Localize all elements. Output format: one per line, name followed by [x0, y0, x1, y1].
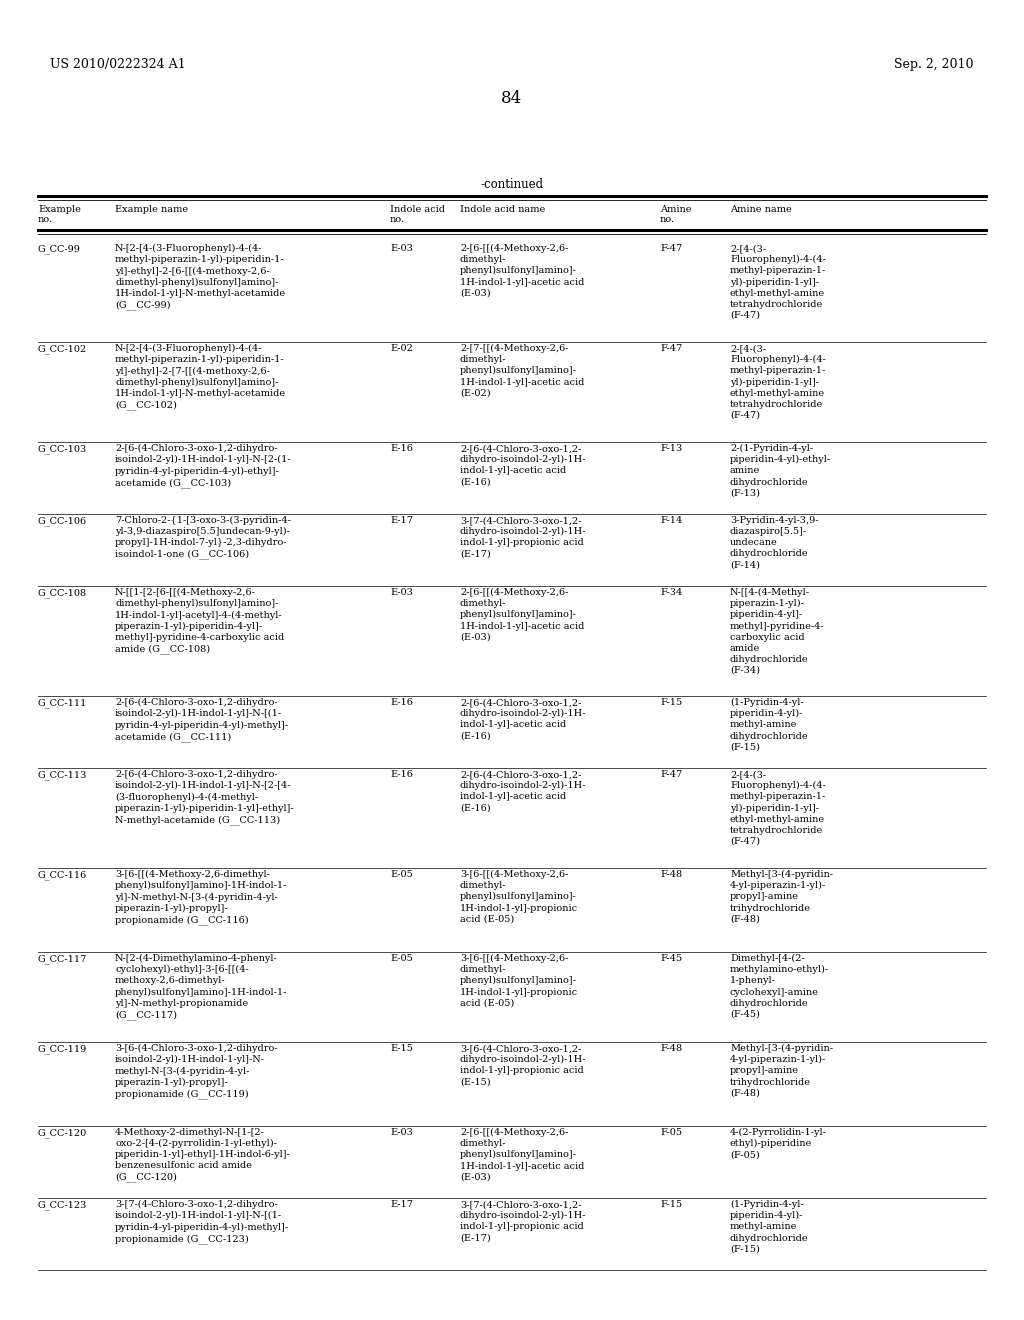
Text: 3-[6-[[(4-Methoxy-2,6-
dimethyl-
phenyl)sulfonyl]amino]-
1H-indol-1-yl]-propioni: 3-[6-[[(4-Methoxy-2,6- dimethyl- phenyl)…: [460, 870, 579, 924]
Text: E-15: E-15: [390, 1044, 413, 1053]
Text: 3-[6-(4-Chloro-3-oxo-1,2-
dihydro-isoindol-2-yl)-1H-
indol-1-yl]-propionic acid
: 3-[6-(4-Chloro-3-oxo-1,2- dihydro-isoind…: [460, 1044, 587, 1086]
Text: Methyl-[3-(4-pyridin-
4-yl-piperazin-1-yl)-
propyl]-amine
trihydrochloride
(F-48: Methyl-[3-(4-pyridin- 4-yl-piperazin-1-y…: [730, 870, 833, 924]
Text: E-03: E-03: [390, 1129, 413, 1137]
Text: 3-[6-(4-Chloro-3-oxo-1,2-dihydro-
isoindol-2-yl)-1H-indol-1-yl]-N-
methyl-N-[3-(: 3-[6-(4-Chloro-3-oxo-1,2-dihydro- isoind…: [115, 1044, 278, 1098]
Text: F-47: F-47: [660, 770, 682, 779]
Text: E-16: E-16: [390, 444, 413, 453]
Text: F-45: F-45: [660, 954, 682, 964]
Text: US 2010/0222324 A1: US 2010/0222324 A1: [50, 58, 185, 71]
Text: Indole acid: Indole acid: [390, 205, 445, 214]
Text: 2-[6-[[(4-Methoxy-2,6-
dimethyl-
phenyl)sulfonyl]amino]-
1H-indol-1-yl]-acetic a: 2-[6-[[(4-Methoxy-2,6- dimethyl- phenyl)…: [460, 587, 585, 642]
Text: G_CC-102: G_CC-102: [38, 345, 87, 354]
Text: G_CC-106: G_CC-106: [38, 516, 87, 525]
Text: F-14: F-14: [660, 516, 682, 525]
Text: 2-[6-(4-Chloro-3-oxo-1,2-
dihydro-isoindol-2-yl)-1H-
indol-1-yl]-acetic acid
(E-: 2-[6-(4-Chloro-3-oxo-1,2- dihydro-isoind…: [460, 770, 587, 813]
Text: F-48: F-48: [660, 1044, 682, 1053]
Text: N-[2-[4-(3-Fluorophenyl)-4-(4-
methyl-piperazin-1-yl)-piperidin-1-
yl]-ethyl]-2-: N-[2-[4-(3-Fluorophenyl)-4-(4- methyl-pi…: [115, 345, 286, 411]
Text: G_CC-99: G_CC-99: [38, 244, 81, 253]
Text: E-02: E-02: [390, 345, 413, 352]
Text: 2-[6-(4-Chloro-3-oxo-1,2-
dihydro-isoindol-2-yl)-1H-
indol-1-yl]-acetic acid
(E-: 2-[6-(4-Chloro-3-oxo-1,2- dihydro-isoind…: [460, 698, 587, 741]
Text: 3-Pyridin-4-yl-3,9-
diazaspiro[5.5]-
undecane
dihydrochloride
(F-14): 3-Pyridin-4-yl-3,9- diazaspiro[5.5]- und…: [730, 516, 818, 569]
Text: no.: no.: [660, 215, 675, 224]
Text: 4-(2-Pyrrolidin-1-yl-
ethyl)-piperidine
(F-05): 4-(2-Pyrrolidin-1-yl- ethyl)-piperidine …: [730, 1129, 826, 1159]
Text: 4-Methoxy-2-dimethyl-N-[1-[2-
oxo-2-[4-(2-pyrrolidin-1-yl-ethyl)-
piperidin-1-yl: 4-Methoxy-2-dimethyl-N-[1-[2- oxo-2-[4-(…: [115, 1129, 291, 1183]
Text: 2-[4-(3-
Fluorophenyl)-4-(4-
methyl-piperazin-1-
yl)-piperidin-1-yl]-
ethyl-meth: 2-[4-(3- Fluorophenyl)-4-(4- methyl-pipe…: [730, 244, 826, 319]
Text: N-[2-[4-(3-Fluorophenyl)-4-(4-
methyl-piperazin-1-yl)-piperidin-1-
yl]-ethyl]-2-: N-[2-[4-(3-Fluorophenyl)-4-(4- methyl-pi…: [115, 244, 286, 310]
Text: 2-[6-(4-Chloro-3-oxo-1,2-dihydro-
isoindol-2-yl)-1H-indol-1-yl]-N-[(1-
pyridin-4: 2-[6-(4-Chloro-3-oxo-1,2-dihydro- isoind…: [115, 698, 289, 742]
Text: 2-[4-(3-
Fluorophenyl)-4-(4-
methyl-piperazin-1-
yl)-piperidin-1-yl]-
ethyl-meth: 2-[4-(3- Fluorophenyl)-4-(4- methyl-pipe…: [730, 770, 826, 846]
Text: 2-[6-[[(4-Methoxy-2,6-
dimethyl-
phenyl)sulfonyl]amino]-
1H-indol-1-yl]-acetic a: 2-[6-[[(4-Methoxy-2,6- dimethyl- phenyl)…: [460, 1129, 585, 1181]
Text: F-47: F-47: [660, 345, 682, 352]
Text: 3-[6-[[(4-Methoxy-2,6-
dimethyl-
phenyl)sulfonyl]amino]-
1H-indol-1-yl]-propioni: 3-[6-[[(4-Methoxy-2,6- dimethyl- phenyl)…: [460, 954, 579, 1007]
Text: (1-Pyridin-4-yl-
piperidin-4-yl)-
methyl-amine
dihydrochloride
(F-15): (1-Pyridin-4-yl- piperidin-4-yl)- methyl…: [730, 698, 809, 751]
Text: G_CC-116: G_CC-116: [38, 870, 87, 879]
Text: Methyl-[3-(4-pyridin-
4-yl-piperazin-1-yl)-
propyl]-amine
trihydrochloride
(F-48: Methyl-[3-(4-pyridin- 4-yl-piperazin-1-y…: [730, 1044, 833, 1098]
Text: 3-[7-(4-Chloro-3-oxo-1,2-dihydro-
isoindol-2-yl)-1H-indol-1-yl]-N-[(1-
pyridin-4: 3-[7-(4-Chloro-3-oxo-1,2-dihydro- isoind…: [115, 1200, 289, 1243]
Text: 2-(1-Pyridin-4-yl-
piperidin-4-yl)-ethyl-
amine
dihydrochloride
(F-13): 2-(1-Pyridin-4-yl- piperidin-4-yl)-ethyl…: [730, 444, 831, 498]
Text: F-15: F-15: [660, 1200, 682, 1209]
Text: 3-[7-(4-Chloro-3-oxo-1,2-
dihydro-isoindol-2-yl)-1H-
indol-1-yl]-propionic acid
: 3-[7-(4-Chloro-3-oxo-1,2- dihydro-isoind…: [460, 1200, 587, 1242]
Text: G_CC-103: G_CC-103: [38, 444, 87, 454]
Text: E-05: E-05: [390, 870, 413, 879]
Text: 2-[6-(4-Chloro-3-oxo-1,2-
dihydro-isoindol-2-yl)-1H-
indol-1-yl]-acetic acid
(E-: 2-[6-(4-Chloro-3-oxo-1,2- dihydro-isoind…: [460, 444, 587, 487]
Text: 3-[7-(4-Chloro-3-oxo-1,2-
dihydro-isoindol-2-yl)-1H-
indol-1-yl]-propionic acid
: 3-[7-(4-Chloro-3-oxo-1,2- dihydro-isoind…: [460, 516, 587, 558]
Text: 84: 84: [502, 90, 522, 107]
Text: F-05: F-05: [660, 1129, 682, 1137]
Text: E-16: E-16: [390, 698, 413, 708]
Text: Indole acid name: Indole acid name: [460, 205, 545, 214]
Text: -continued: -continued: [480, 178, 544, 191]
Text: Amine: Amine: [660, 205, 691, 214]
Text: G_CC-120: G_CC-120: [38, 1129, 87, 1138]
Text: G_CC-108: G_CC-108: [38, 587, 87, 598]
Text: 3-[6-[[(4-Methoxy-2,6-dimethyl-
phenyl)sulfonyl]amino]-1H-indol-1-
yl]-N-methyl-: 3-[6-[[(4-Methoxy-2,6-dimethyl- phenyl)s…: [115, 870, 288, 925]
Text: G_CC-113: G_CC-113: [38, 770, 87, 780]
Text: F-34: F-34: [660, 587, 682, 597]
Text: G_CC-123: G_CC-123: [38, 1200, 87, 1209]
Text: 2-[6-[[(4-Methoxy-2,6-
dimethyl-
phenyl)sulfonyl]amino]-
1H-indol-1-yl]-acetic a: 2-[6-[[(4-Methoxy-2,6- dimethyl- phenyl)…: [460, 244, 585, 298]
Text: Example name: Example name: [115, 205, 188, 214]
Text: no.: no.: [38, 215, 53, 224]
Text: G_CC-117: G_CC-117: [38, 954, 87, 964]
Text: 2-[4-(3-
Fluorophenyl)-4-(4-
methyl-piperazin-1-
yl)-piperidin-1-yl]-
ethyl-meth: 2-[4-(3- Fluorophenyl)-4-(4- methyl-pipe…: [730, 345, 826, 420]
Text: F-48: F-48: [660, 870, 682, 879]
Text: 7-Chloro-2-{1-[3-oxo-3-(3-pyridin-4-
yl-3,9-diazaspiro[5.5]undecan-9-yl)-
propyl: 7-Chloro-2-{1-[3-oxo-3-(3-pyridin-4- yl-…: [115, 516, 291, 560]
Text: F-47: F-47: [660, 244, 682, 253]
Text: N-[[4-(4-Methyl-
piperazin-1-yl)-
piperidin-4-yl]-
methyl]-pyridine-4-
carboxyli: N-[[4-(4-Methyl- piperazin-1-yl)- piperi…: [730, 587, 824, 675]
Text: E-17: E-17: [390, 516, 413, 525]
Text: F-15: F-15: [660, 698, 682, 708]
Text: E-05: E-05: [390, 954, 413, 964]
Text: Example: Example: [38, 205, 81, 214]
Text: E-03: E-03: [390, 587, 413, 597]
Text: F-13: F-13: [660, 444, 682, 453]
Text: 2-[7-[[(4-Methoxy-2,6-
dimethyl-
phenyl)sulfonyl]amino]-
1H-indol-1-yl]-acetic a: 2-[7-[[(4-Methoxy-2,6- dimethyl- phenyl)…: [460, 345, 585, 397]
Text: E-03: E-03: [390, 244, 413, 253]
Text: 2-[6-(4-Chloro-3-oxo-1,2-dihydro-
isoindol-2-yl)-1H-indol-1-yl]-N-[2-[4-
(3-fluo: 2-[6-(4-Chloro-3-oxo-1,2-dihydro- isoind…: [115, 770, 295, 825]
Text: G_CC-119: G_CC-119: [38, 1044, 87, 1053]
Text: no.: no.: [390, 215, 406, 224]
Text: Dimethyl-[4-(2-
methylamino-ethyl)-
1-phenyl-
cyclohexyl]-amine
dihydrochloride
: Dimethyl-[4-(2- methylamino-ethyl)- 1-ph…: [730, 954, 829, 1019]
Text: Amine name: Amine name: [730, 205, 792, 214]
Text: E-17: E-17: [390, 1200, 413, 1209]
Text: (1-Pyridin-4-yl-
piperidin-4-yl)-
methyl-amine
dihydrochloride
(F-15): (1-Pyridin-4-yl- piperidin-4-yl)- methyl…: [730, 1200, 809, 1254]
Text: Sep. 2, 2010: Sep. 2, 2010: [895, 58, 974, 71]
Text: 2-[6-(4-Chloro-3-oxo-1,2-dihydro-
isoindol-2-yl)-1H-indol-1-yl]-N-[2-(1-
pyridin: 2-[6-(4-Chloro-3-oxo-1,2-dihydro- isoind…: [115, 444, 292, 487]
Text: N-[[1-[2-[6-[[(4-Methoxy-2,6-
dimethyl-phenyl)sulfonyl]amino]-
1H-indol-1-yl]-ac: N-[[1-[2-[6-[[(4-Methoxy-2,6- dimethyl-p…: [115, 587, 285, 653]
Text: E-16: E-16: [390, 770, 413, 779]
Text: G_CC-111: G_CC-111: [38, 698, 87, 708]
Text: N-[2-(4-Dimethylamino-4-phenyl-
cyclohexyl)-ethyl]-3-[6-[[(4-
methoxy-2,6-dimeth: N-[2-(4-Dimethylamino-4-phenyl- cyclohex…: [115, 954, 288, 1020]
